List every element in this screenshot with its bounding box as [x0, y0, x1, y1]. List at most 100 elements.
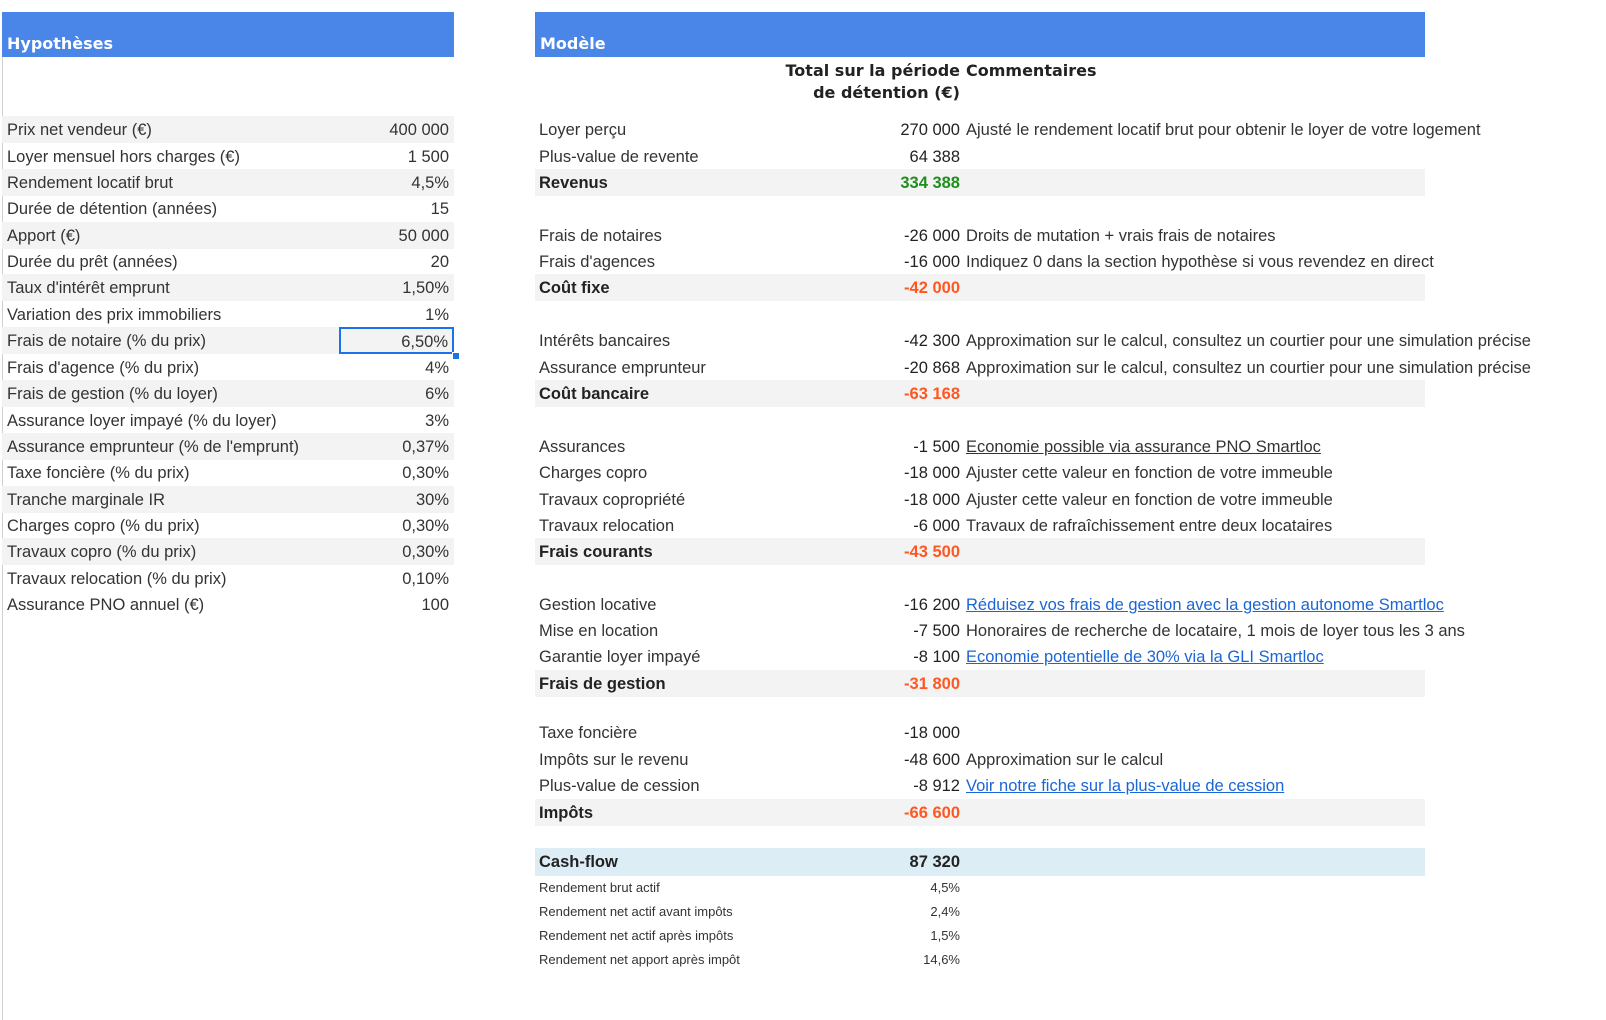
model-row-interets-bancaires[interactable]: Intérêts bancaires -42 300	[535, 327, 1425, 354]
model-total-frais-gestion[interactable]: Frais de gestion -31 800	[535, 670, 1425, 697]
column-header-comments[interactable]: Commentaires	[966, 61, 1097, 80]
model-row-gestion-locative[interactable]: Gestion locative -16 200	[535, 591, 1425, 618]
hyp-value[interactable]: 400 000	[389, 121, 449, 139]
row-value[interactable]: -16 200	[904, 596, 960, 614]
gestion-autonome-link[interactable]: Réduisez vos frais de gestion avec la ge…	[966, 596, 1444, 614]
row-value[interactable]: -6 000	[913, 517, 960, 535]
hyp-value[interactable]: 4,5%	[411, 174, 449, 192]
hyp-row-taux[interactable]: Taux d'intérêt emprunt 1,50%	[2, 274, 454, 301]
row-comment[interactable]: Approximation sur le calcul	[966, 751, 1164, 769]
model-total-cout-fixe[interactable]: Coût fixe -42 000	[535, 274, 1425, 301]
hyp-row-duree-pret[interactable]: Durée du prêt (années) 20	[2, 248, 454, 275]
model-row-assurances[interactable]: Assurances -1 500	[535, 433, 1425, 460]
model-row-mise-en-location[interactable]: Mise en location -7 500	[535, 617, 1425, 644]
hyp-row-tranche-ir[interactable]: Tranche marginale IR 30%	[2, 486, 454, 513]
row-comment[interactable]: Honoraires de recherche de locataire, 1 …	[966, 622, 1465, 640]
row-value[interactable]: -18 000	[904, 491, 960, 509]
fill-handle[interactable]	[452, 352, 460, 360]
pno-smartloc-link[interactable]: Economie possible via assurance PNO Smar…	[966, 438, 1321, 456]
row-value[interactable]: -7 500	[913, 622, 960, 640]
hyp-row-rendement[interactable]: Rendement locatif brut 4,5%	[2, 169, 454, 196]
hyp-value[interactable]: 6%	[425, 385, 449, 403]
cashflow-value[interactable]: 87 320	[909, 853, 960, 871]
row-value[interactable]: -8 912	[913, 777, 960, 795]
model-row-frais-agences[interactable]: Frais d'agences -16 000	[535, 248, 1425, 275]
plus-value-fiche-link[interactable]: Voir notre fiche sur la plus-value de ce…	[966, 777, 1285, 795]
model-total-revenus[interactable]: Revenus 334 388	[535, 169, 1425, 196]
total-value[interactable]: 334 388	[900, 174, 960, 192]
model-row-frais-notaires[interactable]: Frais de notaires -26 000	[535, 222, 1425, 249]
selected-cell[interactable]: 6,50%	[339, 327, 454, 354]
row-value[interactable]: -42 300	[904, 332, 960, 350]
hyp-row-frais-agence[interactable]: Frais d'agence (% du prix) 4%	[2, 354, 454, 381]
hyp-row-charges-copro[interactable]: Charges copro (% du prix) 0,30%	[2, 512, 454, 539]
hyp-row-frais-gestion[interactable]: Frais de gestion (% du loyer) 6%	[2, 380, 454, 407]
rendement-value[interactable]: 14,6%	[923, 952, 960, 967]
model-row-plus-value-cession[interactable]: Plus-value de cession -8 912	[535, 772, 1425, 799]
hyp-value[interactable]: 0,30%	[402, 517, 449, 535]
model-row-assurance-emprunteur[interactable]: Assurance emprunteur -20 868	[535, 354, 1425, 381]
hyp-value[interactable]: 1,50%	[402, 279, 449, 297]
hyp-value[interactable]: 1%	[425, 306, 449, 324]
rendement-value[interactable]: 2,4%	[930, 904, 960, 919]
hyp-value[interactable]: 0,37%	[402, 438, 449, 456]
row-value[interactable]: 270 000	[900, 121, 960, 139]
rendement-row[interactable]: Rendement net apport après impôt 14,6%	[535, 948, 960, 972]
hyp-value[interactable]: 100	[421, 596, 449, 614]
model-header[interactable]: Modèle	[535, 12, 1425, 57]
model-row-charges-copro[interactable]: Charges copro -18 000	[535, 459, 1425, 486]
row-value[interactable]: -48 600	[904, 751, 960, 769]
hyp-value[interactable]: 1 500	[407, 148, 449, 166]
model-total-frais-courants[interactable]: Frais courants -43 500	[535, 538, 1425, 565]
rendement-value[interactable]: 1,5%	[930, 928, 960, 943]
hyp-row-prix[interactable]: Prix net vendeur (€) 400 000	[2, 116, 454, 143]
row-comment[interactable]: Approximation sur le calcul, consultez u…	[966, 332, 1531, 350]
hyp-value[interactable]: 0,30%	[402, 543, 449, 561]
hypotheses-header[interactable]: Hypothèses	[2, 12, 454, 57]
row-value[interactable]: -16 000	[904, 253, 960, 271]
row-value[interactable]: -26 000	[904, 227, 960, 245]
model-row-impots-revenu[interactable]: Impôts sur le revenu -48 600	[535, 746, 1425, 773]
model-row-garantie-loyer[interactable]: Garantie loyer impayé -8 100	[535, 643, 1425, 670]
gli-smartloc-link[interactable]: Economie potentielle de 30% via la GLI S…	[966, 648, 1324, 666]
model-row-travaux-copropriete[interactable]: Travaux copropriété -18 000	[535, 486, 1425, 513]
hyp-value[interactable]: 50 000	[398, 227, 449, 245]
row-comment[interactable]: Indiquez 0 dans la section hypothèse si …	[966, 253, 1434, 271]
rendement-row[interactable]: Rendement net actif avant impôts 2,4%	[535, 900, 960, 924]
rendement-value[interactable]: 4,5%	[930, 880, 960, 895]
row-value[interactable]: -20 868	[904, 359, 960, 377]
model-total-cout-bancaire[interactable]: Coût bancaire -63 168	[535, 380, 1425, 407]
row-value[interactable]: -1 500	[913, 438, 960, 456]
hyp-value[interactable]: 3%	[425, 412, 449, 430]
hyp-row-taxe-fonciere[interactable]: Taxe foncière (% du prix) 0,30%	[2, 459, 454, 486]
hyp-value[interactable]: 30%	[415, 491, 449, 509]
row-value[interactable]: -8 100	[913, 648, 960, 666]
hyp-row-variation[interactable]: Variation des prix immobiliers 1%	[2, 301, 454, 328]
model-row-travaux-relocation[interactable]: Travaux relocation -6 000	[535, 512, 1425, 539]
hyp-row-apport[interactable]: Apport (€) 50 000	[2, 222, 454, 249]
row-comment[interactable]: Ajuster cette valeur en fonction de votr…	[966, 464, 1333, 482]
model-cashflow-row[interactable]: Cash-flow 87 320	[535, 848, 1425, 876]
hyp-row-assurance-loyer[interactable]: Assurance loyer impayé (% du loyer) 3%	[2, 407, 454, 434]
hyp-value[interactable]: 20	[430, 253, 449, 271]
hyp-row-assurance-emprunteur[interactable]: Assurance emprunteur (% de l'emprunt) 0,3…	[2, 433, 454, 460]
hyp-row-duree-detention[interactable]: Durée de détention (années) 15	[2, 195, 454, 222]
row-value[interactable]: -18 000	[904, 464, 960, 482]
hyp-value[interactable]: 15	[430, 200, 449, 218]
hyp-row-frais-notaire[interactable]: Frais de notaire (% du prix) 6,50%	[2, 327, 460, 360]
hyp-value[interactable]: 4%	[425, 359, 449, 377]
row-value[interactable]: -18 000	[904, 724, 960, 742]
model-row-loyer-percu[interactable]: Loyer perçu 270 000	[535, 116, 1425, 143]
model-total-impots[interactable]: Impôts -66 600	[535, 799, 1425, 826]
hyp-value[interactable]: 0,10%	[402, 570, 449, 588]
row-comment[interactable]: Approximation sur le calcul, consultez u…	[966, 359, 1531, 377]
rendement-row[interactable]: Rendement brut actif 4,5%	[535, 876, 960, 900]
row-comment[interactable]: Ajusté le rendement locatif brut pour ob…	[966, 121, 1481, 139]
row-comment[interactable]: Ajuster cette valeur en fonction de votr…	[966, 491, 1333, 509]
model-row-taxe-fonciere[interactable]: Taxe foncière -18 000	[535, 719, 1425, 746]
total-value[interactable]: -31 800	[904, 675, 960, 693]
total-value[interactable]: -63 168	[904, 385, 960, 403]
total-value[interactable]: -43 500	[904, 543, 960, 561]
hyp-row-travaux-copro[interactable]: Travaux copro (% du prix) 0,30%	[2, 538, 454, 565]
row-comment[interactable]: Travaux de rafraîchissement entre deux l…	[966, 517, 1333, 535]
